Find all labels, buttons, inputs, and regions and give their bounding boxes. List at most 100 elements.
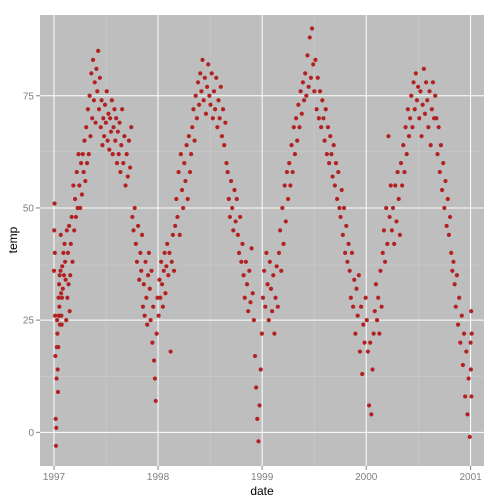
data-point (54, 425, 59, 430)
data-point (248, 300, 253, 305)
data-point (104, 89, 109, 94)
data-point (411, 80, 416, 85)
data-point (403, 125, 408, 130)
data-point (463, 394, 468, 399)
data-point (428, 143, 433, 148)
data-point (139, 268, 144, 273)
data-point (381, 228, 387, 233)
data-point (259, 331, 264, 336)
data-point (59, 313, 64, 318)
data-point (289, 143, 294, 148)
data-point (347, 268, 352, 273)
data-point (251, 318, 256, 323)
data-point (460, 362, 465, 368)
data-point (145, 322, 150, 327)
data-point (195, 80, 201, 85)
data-point (239, 259, 244, 264)
data-point (120, 107, 125, 112)
data-point (171, 268, 177, 273)
data-point (313, 57, 318, 62)
data-point (55, 331, 60, 336)
data-point (192, 138, 197, 143)
data-point (293, 116, 299, 121)
data-point (250, 291, 255, 296)
data-point (297, 125, 302, 130)
data-point (242, 295, 247, 300)
data-point (376, 295, 381, 300)
data-point (65, 295, 70, 300)
data-point (119, 143, 124, 148)
data-point (434, 116, 439, 121)
data-point (63, 277, 68, 282)
data-point (54, 376, 59, 381)
data-point (441, 160, 446, 166)
data-point (234, 196, 239, 202)
data-point (181, 205, 186, 211)
data-point (404, 152, 409, 157)
data-point (86, 152, 91, 157)
data-point (315, 75, 320, 80)
data-point (105, 138, 110, 143)
data-point (331, 143, 336, 148)
data-point (249, 246, 254, 251)
data-point (469, 394, 474, 399)
data-point (55, 318, 60, 323)
data-point (58, 268, 63, 273)
data-point (401, 143, 406, 148)
data-point (458, 340, 463, 345)
data-point (118, 169, 123, 175)
data-point (257, 403, 262, 408)
data-point (307, 35, 312, 40)
data-point (150, 340, 155, 345)
data-point (333, 160, 339, 166)
data-point (272, 331, 277, 336)
data-point (95, 89, 100, 94)
x-tick-label: 1999 (251, 472, 274, 483)
y-axis-title: temp (6, 226, 20, 253)
data-point (170, 232, 175, 237)
data-point (396, 196, 401, 202)
data-point (414, 98, 420, 103)
data-point (437, 169, 442, 175)
data-point (207, 93, 212, 98)
data-point (275, 304, 280, 309)
data-point (169, 259, 174, 264)
data-point (386, 134, 391, 139)
data-point (186, 134, 191, 139)
data-point (198, 71, 203, 76)
data-point (114, 160, 120, 166)
data-point (111, 125, 116, 130)
data-point (230, 205, 235, 211)
data-point (400, 183, 405, 188)
data-point (117, 120, 122, 125)
data-point (68, 241, 73, 246)
data-point (395, 169, 400, 175)
data-point (262, 268, 267, 273)
data-point (468, 367, 473, 372)
data-point (339, 187, 344, 193)
data-point (203, 111, 209, 116)
data-point (355, 313, 360, 318)
data-point (51, 268, 57, 273)
data-point (311, 62, 316, 67)
data-point (281, 241, 286, 246)
data-point (351, 304, 356, 309)
data-point (216, 98, 221, 103)
data-point (450, 268, 455, 273)
data-point (190, 125, 195, 130)
data-point (235, 232, 241, 237)
data-point (53, 443, 59, 448)
data-point (328, 134, 333, 139)
x-axis-ticks: 1997 1998 1999 2000 2001 (43, 466, 482, 483)
data-point (340, 232, 345, 237)
data-point (325, 125, 331, 130)
data-point (336, 169, 341, 175)
data-point (442, 205, 447, 211)
data-point (457, 295, 462, 300)
data-point (183, 178, 188, 184)
data-point (222, 143, 227, 148)
x-tick-label: 2000 (355, 472, 378, 483)
data-point (115, 129, 120, 134)
data-point (373, 282, 379, 287)
data-point (320, 98, 325, 103)
